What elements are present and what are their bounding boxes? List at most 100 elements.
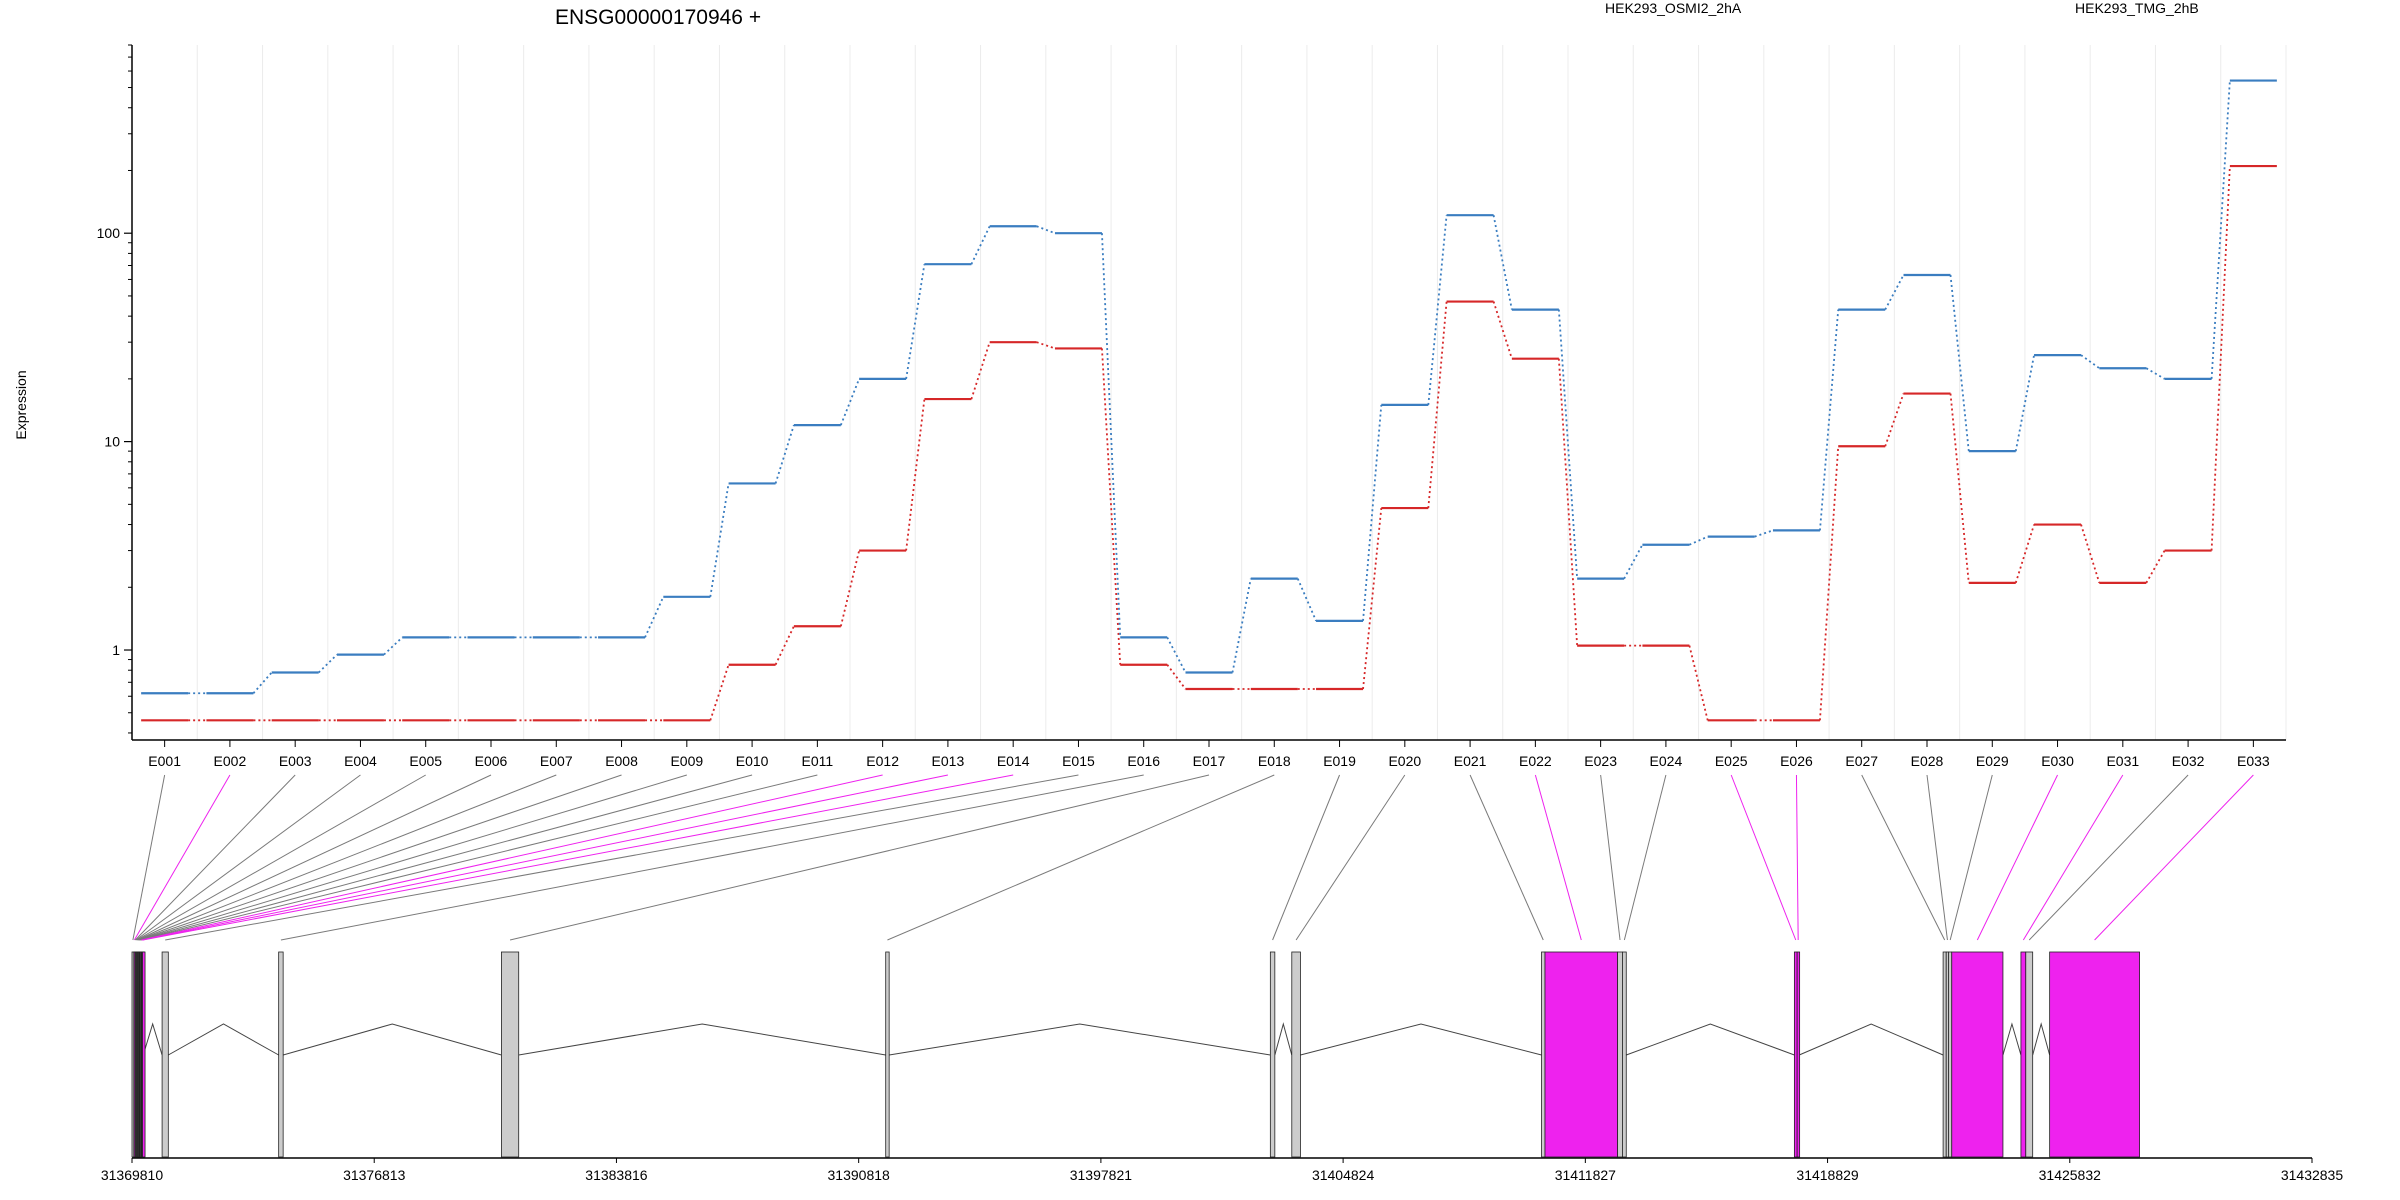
coord-tick-label: 31369810 [101, 1167, 164, 1183]
exon-box [1948, 951, 1953, 1158]
exon-connector [135, 774, 361, 941]
exon-connector [133, 774, 231, 941]
exon-box [2049, 951, 2140, 1158]
series-osmi2 [141, 164, 2277, 722]
exon-box [1796, 951, 1801, 1158]
series-tmg [141, 79, 2277, 695]
coord-tick-label: 31418829 [1796, 1167, 1859, 1183]
x-tick-label: E018 [1258, 753, 1291, 769]
step-connector [2014, 524, 2035, 584]
x-tick-label: E032 [2172, 753, 2205, 769]
coord-tick-label: 31404824 [1312, 1167, 1375, 1183]
x-tick-label: E002 [214, 753, 247, 769]
exon-connector [139, 774, 687, 941]
exon-box [885, 951, 890, 1158]
intron-line [518, 1023, 886, 1056]
exon-box [1951, 951, 2004, 1158]
intron-line [2032, 1022, 2051, 1056]
gridlines [131, 45, 2287, 740]
y-tick-label: 1 [112, 642, 120, 658]
legend-entry-osmi2: HEK293_OSMI2_2hA [1605, 0, 1742, 16]
step-connector [774, 424, 795, 484]
exon-connectors [132, 774, 2254, 941]
exon-connector [2028, 774, 2189, 941]
x-tick-label: E007 [540, 753, 573, 769]
exon-box [1622, 951, 1627, 1158]
x-tick-label: E004 [344, 753, 377, 769]
gene-model [131, 951, 2312, 1159]
x-tick-label: E031 [2106, 753, 2139, 769]
step-connector [1884, 393, 1905, 447]
step-connector [1166, 664, 1187, 690]
exon-box [1544, 951, 1619, 1158]
x-tick-label: E011 [802, 753, 834, 769]
step-connector [1623, 544, 1644, 580]
exon-box [1942, 951, 1947, 1158]
exon-box [2025, 951, 2034, 1158]
exon-connector [2094, 774, 2254, 941]
exon-connector [1926, 774, 1948, 941]
x-tick-label: E024 [1650, 753, 1683, 769]
step-connector [318, 654, 338, 674]
exon-connector [1272, 774, 1341, 941]
x-tick-labels: E001 E002 E003 E004 E005 E006 E007 E008 E009 E010… [148, 740, 2270, 769]
exon-connector [1600, 774, 1621, 941]
exon-connector [2022, 774, 2124, 941]
step-connector [2080, 524, 2101, 584]
coord-tick-label: 31411827 [1555, 1167, 1616, 1183]
coord-tick-label: 31376813 [343, 1167, 406, 1183]
step-connector [905, 264, 926, 380]
exon-box [2020, 951, 2027, 1158]
x-tick-label: E016 [1127, 753, 1160, 769]
axes: 1 10 100 [97, 44, 2286, 741]
exon-box [1541, 951, 1546, 1158]
exon-connector [280, 774, 1144, 941]
step-connector [1036, 341, 1056, 350]
x-tick-label: E005 [409, 753, 442, 769]
step-connector [2014, 354, 2035, 452]
exon-box [1269, 951, 1276, 1158]
coord-tick-label: 31390818 [828, 1167, 891, 1183]
exon-connector [142, 774, 949, 941]
intron-line [1274, 1022, 1293, 1056]
step-connector [905, 398, 926, 551]
exon-connector [1861, 774, 1946, 941]
exon-connector [1795, 774, 1799, 941]
exon-connector [1976, 774, 2058, 941]
y-tick-label: 100 [97, 225, 121, 241]
x-tick-label: E006 [475, 753, 508, 769]
intron-line [1626, 1023, 1795, 1056]
x-tick-label: E021 [1454, 753, 1487, 769]
coord-tick-label: 31397821 [1070, 1167, 1133, 1183]
x-tick-label: E015 [1062, 753, 1095, 769]
x-tick-label: E022 [1519, 753, 1552, 769]
step-connector [970, 225, 991, 265]
x-tick-label: E013 [932, 753, 965, 769]
step-connector [774, 625, 795, 666]
exon-connector [140, 774, 818, 941]
x-tick-label: E003 [279, 753, 312, 769]
exon-connector [1730, 774, 1797, 941]
x-tick-label: E012 [866, 753, 899, 769]
x-tick-label: E026 [1780, 753, 1813, 769]
step-connector [1884, 274, 1905, 311]
exon-box [1617, 951, 1623, 1158]
y-tick-label: 10 [104, 434, 120, 450]
exon-connector [137, 774, 557, 941]
x-tick-label: E008 [605, 753, 638, 769]
exon-box [142, 951, 146, 1158]
exon-box [161, 951, 169, 1158]
step-connector [1362, 404, 1383, 621]
exon-connector [137, 774, 492, 941]
x-tick-label: E019 [1323, 753, 1356, 769]
exon-connector [141, 774, 883, 941]
step-connector [1949, 393, 1970, 583]
exon-connector [509, 774, 1210, 941]
exon-connector [1469, 774, 1544, 941]
step-connector [1362, 507, 1383, 690]
exon-connector [1949, 774, 1993, 941]
x-tick-label: E033 [2237, 753, 2270, 769]
x-tick-label: E020 [1388, 753, 1421, 769]
exon-connector [136, 774, 426, 941]
